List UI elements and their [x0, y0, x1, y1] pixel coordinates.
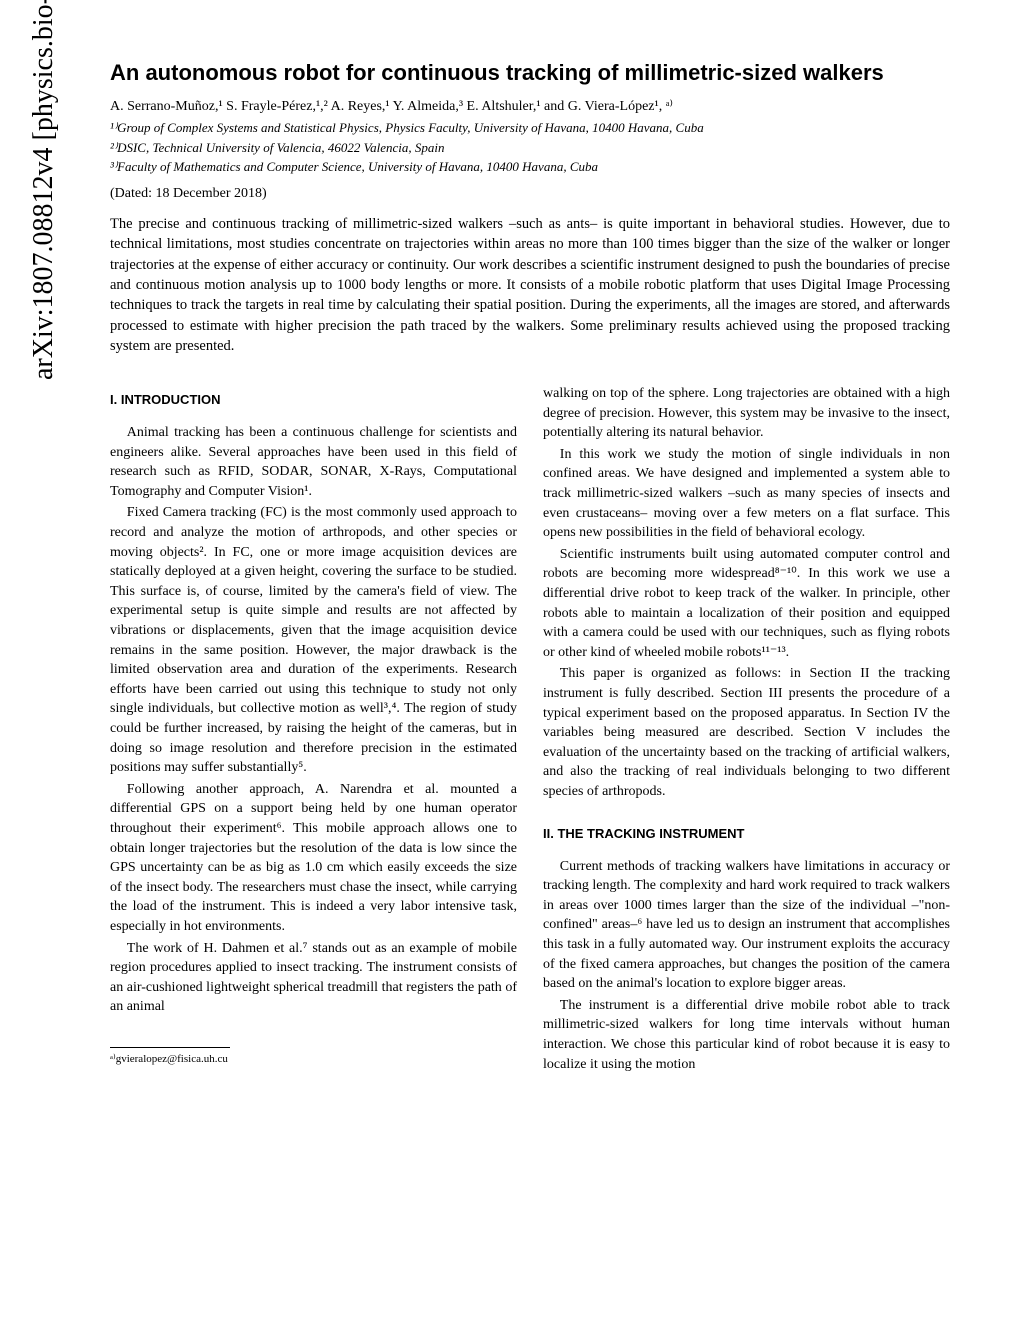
- intro-para-3: Following another approach, A. Narendra …: [110, 780, 517, 937]
- right-para-3: Scientific instruments built using autom…: [543, 545, 950, 663]
- arxiv-identifier: arXiv:1807.08812v4 [physics.bio-ph] 15 D…: [28, 0, 60, 380]
- section-heading-instrument: II. THE TRACKING INSTRUMENT: [543, 826, 950, 841]
- intro-para-2: Fixed Camera tracking (FC) is the most c…: [110, 503, 517, 777]
- date-line: (Dated: 18 December 2018): [110, 186, 950, 202]
- footnote-rule: [110, 1047, 230, 1048]
- author-list: A. Serrano-Muñoz,¹ S. Frayle-Pérez,¹,² A…: [110, 98, 950, 115]
- left-column: I. INTRODUCTION Animal tracking has been…: [110, 384, 517, 1076]
- affiliation-2: ²⁾DSIC, Technical University of Valencia…: [110, 139, 950, 157]
- footnote-email: ᵃ⁾gvieralopez@fisica.uh.cu: [110, 1052, 517, 1065]
- intro-para-1: Animal tracking has been a continuous ch…: [110, 423, 517, 501]
- section-heading-introduction: I. INTRODUCTION: [110, 392, 517, 407]
- abstract-text: The precise and continuous tracking of m…: [110, 214, 950, 356]
- right-para-1: walking on top of the sphere. Long traje…: [543, 384, 950, 443]
- intro-para-4: The work of H. Dahmen et al.⁷ stands out…: [110, 939, 517, 1017]
- right-para-4: This paper is organized as follows: in S…: [543, 664, 950, 801]
- instrument-para-2: The instrument is a differential drive m…: [543, 996, 950, 1074]
- two-column-layout: I. INTRODUCTION Animal tracking has been…: [110, 384, 950, 1076]
- affiliation-3: ³⁾Faculty of Mathematics and Computer Sc…: [110, 158, 950, 176]
- paper-title: An autonomous robot for continuous track…: [110, 60, 950, 86]
- right-para-2: In this work we study the motion of sing…: [543, 445, 950, 543]
- affiliation-1: ¹⁾Group of Complex Systems and Statistic…: [110, 119, 950, 137]
- right-column: walking on top of the sphere. Long traje…: [543, 384, 950, 1076]
- instrument-para-1: Current methods of tracking walkers have…: [543, 857, 950, 994]
- page-container: arXiv:1807.08812v4 [physics.bio-ph] 15 D…: [0, 0, 1020, 1136]
